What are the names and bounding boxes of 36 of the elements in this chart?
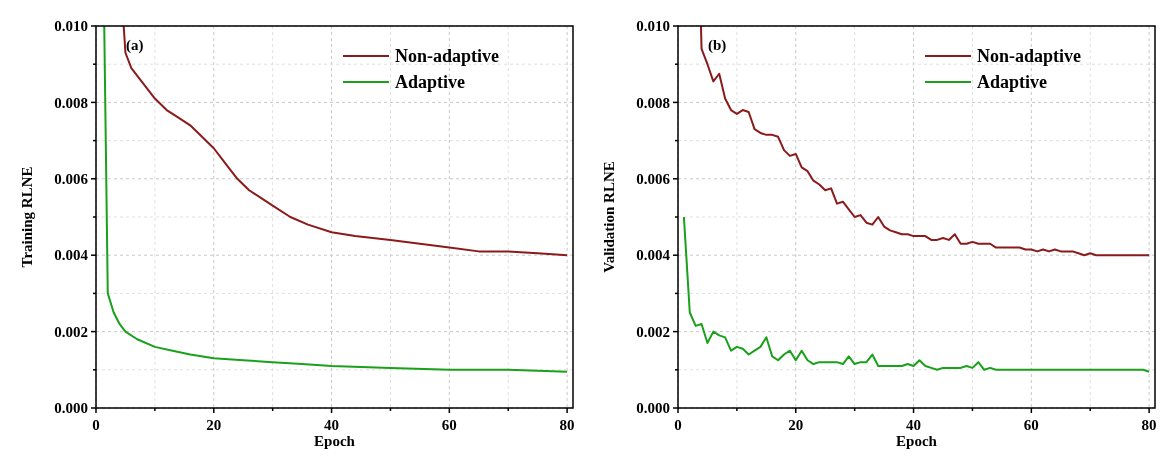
x-tick-label: 0 — [92, 417, 100, 433]
x-tick-label: 80 — [1141, 417, 1157, 433]
legend-label: Non-adaptive — [395, 46, 500, 67]
x-axis-title: Epoch — [896, 433, 938, 449]
x-tick-label: 40 — [324, 417, 340, 433]
x-tick-label: 40 — [906, 417, 922, 433]
text: (b) — [708, 37, 727, 54]
y-axis-title: Training RLNE — [19, 166, 35, 268]
y-tick-label: 0.006 — [636, 171, 671, 188]
x-tick-label: 20 — [788, 417, 804, 433]
line-series — [699, 25, 1151, 257]
y-tick-label: 0.002 — [636, 323, 670, 340]
x-axis-title: Epoch — [314, 433, 356, 449]
y-tick-label: 0.000 — [636, 400, 670, 417]
line-series — [122, 25, 569, 257]
y-tick-label: 0.000 — [54, 400, 88, 417]
text: (a) — [126, 37, 144, 54]
y-tick-label: 0.002 — [54, 323, 88, 340]
y-axis-title: Validation RLNE — [601, 161, 617, 273]
line-series — [103, 25, 569, 373]
y-tick-label: 0.008 — [54, 94, 88, 111]
x-tick-label: 80 — [559, 417, 575, 433]
y-tick-label: 0.006 — [54, 171, 89, 188]
x-tick-label: 60 — [1023, 417, 1039, 433]
line-series — [682, 216, 1151, 373]
y-tick-label: 0.010 — [54, 18, 88, 35]
legend-label: Adaptive — [977, 72, 1048, 93]
x-tick-label: 60 — [441, 417, 457, 433]
y-tick-label: 0.004 — [54, 247, 89, 264]
legend-label: Adaptive — [395, 72, 466, 93]
x-tick-label: 20 — [206, 417, 222, 433]
x-tick-label: 0 — [674, 417, 682, 433]
legend-label: Non-adaptive — [977, 46, 1082, 67]
y-tick-label: 0.008 — [636, 94, 670, 111]
y-tick-label: 0.010 — [636, 18, 670, 35]
y-tick-label: 0.004 — [636, 247, 671, 264]
